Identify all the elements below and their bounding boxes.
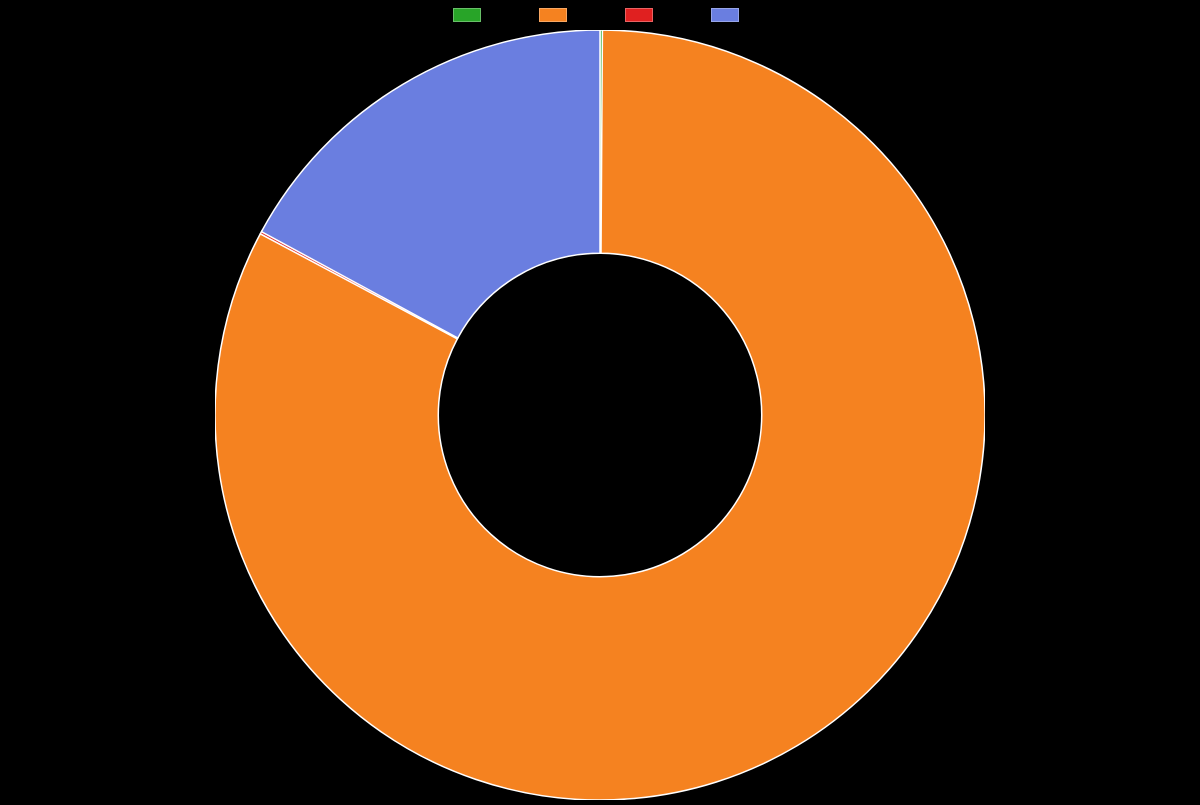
- donut-chart: [215, 30, 985, 800]
- legend-swatch-orange: [539, 8, 567, 22]
- legend-item-green: [453, 8, 489, 22]
- donut-svg: [215, 30, 985, 800]
- legend-swatch-green: [453, 8, 481, 22]
- legend-swatch-red: [625, 8, 653, 22]
- legend-item-red: [625, 8, 661, 22]
- legend-item-blue: [711, 8, 747, 22]
- legend-item-orange: [539, 8, 575, 22]
- chart-legend: [453, 8, 747, 22]
- legend-swatch-blue: [711, 8, 739, 22]
